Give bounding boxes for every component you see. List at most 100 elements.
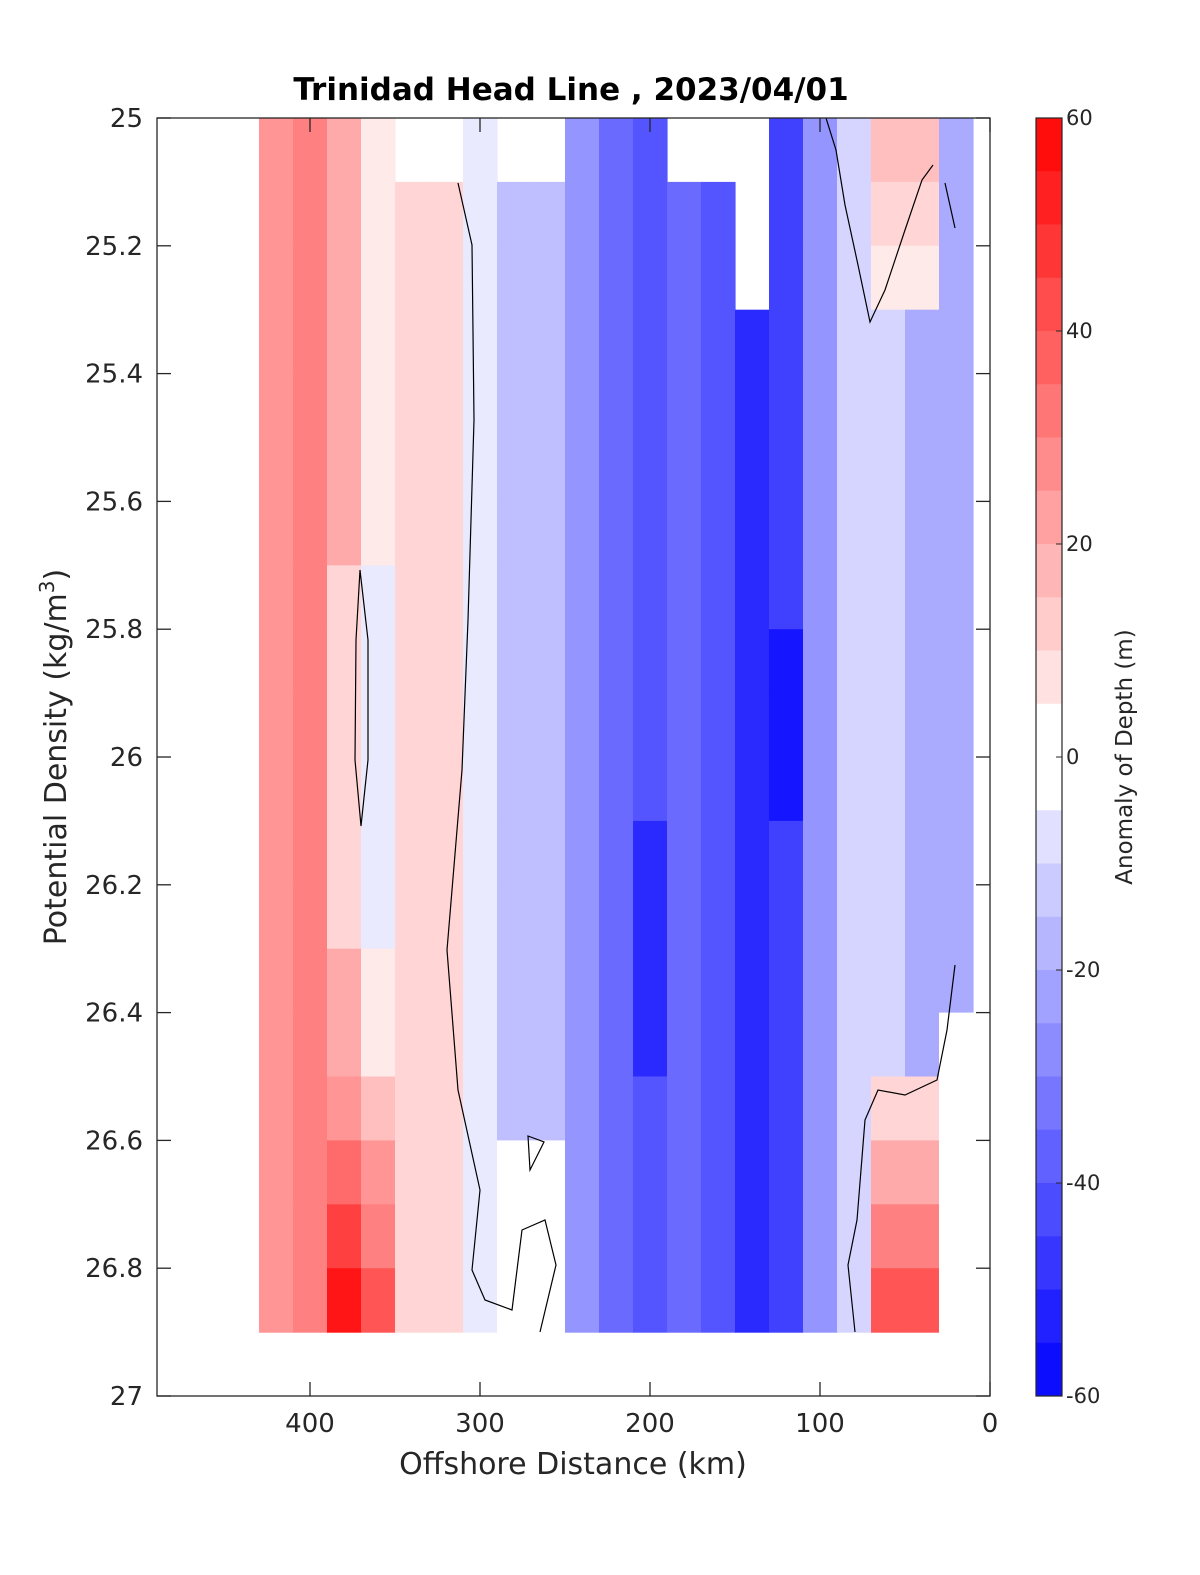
colorbar-level: [1036, 331, 1062, 385]
field-cell: [259, 1204, 294, 1269]
field-cell: [633, 884, 668, 950]
field-cell: [769, 629, 804, 694]
field-cell: [429, 181, 464, 247]
field-cell: [871, 373, 906, 439]
field-cell: [395, 757, 430, 822]
field-cell: [905, 309, 940, 375]
field-cell: [769, 820, 804, 886]
field-cell: [531, 309, 566, 375]
zero-contour-loop: [354, 569, 369, 827]
field-cell: [531, 437, 566, 502]
field-cell: [871, 501, 906, 566]
field-cell: [259, 245, 294, 311]
field-cell: [871, 757, 906, 822]
colorbar-level: [1036, 1076, 1062, 1131]
field-cell: [429, 693, 464, 758]
colorbar-tick-label: -40: [1066, 1171, 1100, 1195]
field-cell: [395, 245, 430, 311]
field-cell: [497, 1012, 532, 1078]
field-cell: [939, 948, 974, 1014]
colorbar-level: [1036, 757, 1062, 811]
field-cell: [565, 1204, 600, 1269]
field-cell: [565, 309, 600, 375]
field-cell: [429, 309, 464, 375]
field-cell: [429, 565, 464, 630]
field-cell: [293, 820, 328, 886]
field-cell: [871, 820, 906, 886]
field-cell: [565, 565, 600, 630]
field-cell: [667, 181, 702, 247]
x-axis: 400 300 200 100 0: [285, 118, 998, 1439]
field-cell: [429, 1204, 464, 1269]
field-cell: [565, 948, 600, 1014]
field-cell: [701, 1140, 736, 1205]
colorbar-level: [1036, 1183, 1062, 1237]
field-cell: [565, 1076, 600, 1141]
field-cell: [633, 629, 668, 694]
field-cell: [667, 948, 702, 1014]
field-cell: [327, 693, 362, 758]
field-cell: [803, 948, 838, 1014]
field-cell: [327, 1204, 362, 1269]
field-cell: [429, 501, 464, 566]
field-cell: [361, 693, 396, 758]
field-cell: [871, 565, 906, 630]
field-cell: [565, 245, 600, 311]
field-cell: [361, 629, 396, 694]
field-cell: [395, 309, 430, 375]
field-cell: [361, 245, 396, 311]
field-cell: [701, 820, 736, 886]
field-cell: [871, 437, 906, 502]
field-cell: [497, 1140, 532, 1205]
field-cell: [395, 437, 430, 502]
field-cell: [735, 693, 770, 758]
field-cell: [327, 373, 362, 439]
field-cell: [361, 501, 396, 566]
field-cell: [429, 373, 464, 439]
colorbar-level: [1036, 384, 1062, 438]
field-cell: [667, 884, 702, 950]
field-cell: [565, 1012, 600, 1078]
field-cell: [633, 1204, 668, 1269]
field-cell: [327, 820, 362, 886]
field-cell: [939, 757, 974, 822]
field-cell: [327, 1076, 362, 1141]
field-cell: [803, 757, 838, 822]
field-cell: [599, 629, 634, 694]
field-cell: [599, 693, 634, 758]
field-cell: [939, 1076, 974, 1141]
field-cell: [769, 1204, 804, 1269]
field-cell: [939, 309, 974, 375]
field-cell: [327, 948, 362, 1014]
field-cell: [361, 1076, 396, 1141]
field-cell: [905, 1268, 940, 1333]
field-cell: [837, 1140, 872, 1205]
field-cell: [395, 1012, 430, 1078]
field-cell: [395, 948, 430, 1014]
colorbar-tick-label: 20: [1066, 532, 1093, 556]
field-cell: [633, 437, 668, 502]
field-cell: [429, 1012, 464, 1078]
field-cell: [361, 309, 396, 375]
y-axis: 25 25.2 25.4 25.6 25.8 26 26.2 26.4 26.6 26.8 27: [85, 104, 990, 1412]
x-tick-label: 300: [455, 1409, 505, 1439]
field-cell: [905, 501, 940, 566]
field-cell: [565, 1140, 600, 1205]
field-cell: [667, 565, 702, 630]
field-cell: [327, 1012, 362, 1078]
field-cell: [701, 437, 736, 502]
field-cell: [293, 757, 328, 822]
field-cell: [939, 884, 974, 950]
field-cell: [701, 373, 736, 439]
colorbar-level: [1036, 1342, 1062, 1397]
field-cell: [497, 437, 532, 502]
field-cell: [667, 1268, 702, 1333]
field-cell: [633, 1076, 668, 1141]
field-cell: [565, 884, 600, 950]
field-cell: [599, 757, 634, 822]
field-cell: [565, 181, 600, 247]
field-cell: [803, 1268, 838, 1333]
field-cell: [327, 1268, 362, 1333]
field-cell: [463, 181, 498, 247]
field-cell: [905, 629, 940, 694]
